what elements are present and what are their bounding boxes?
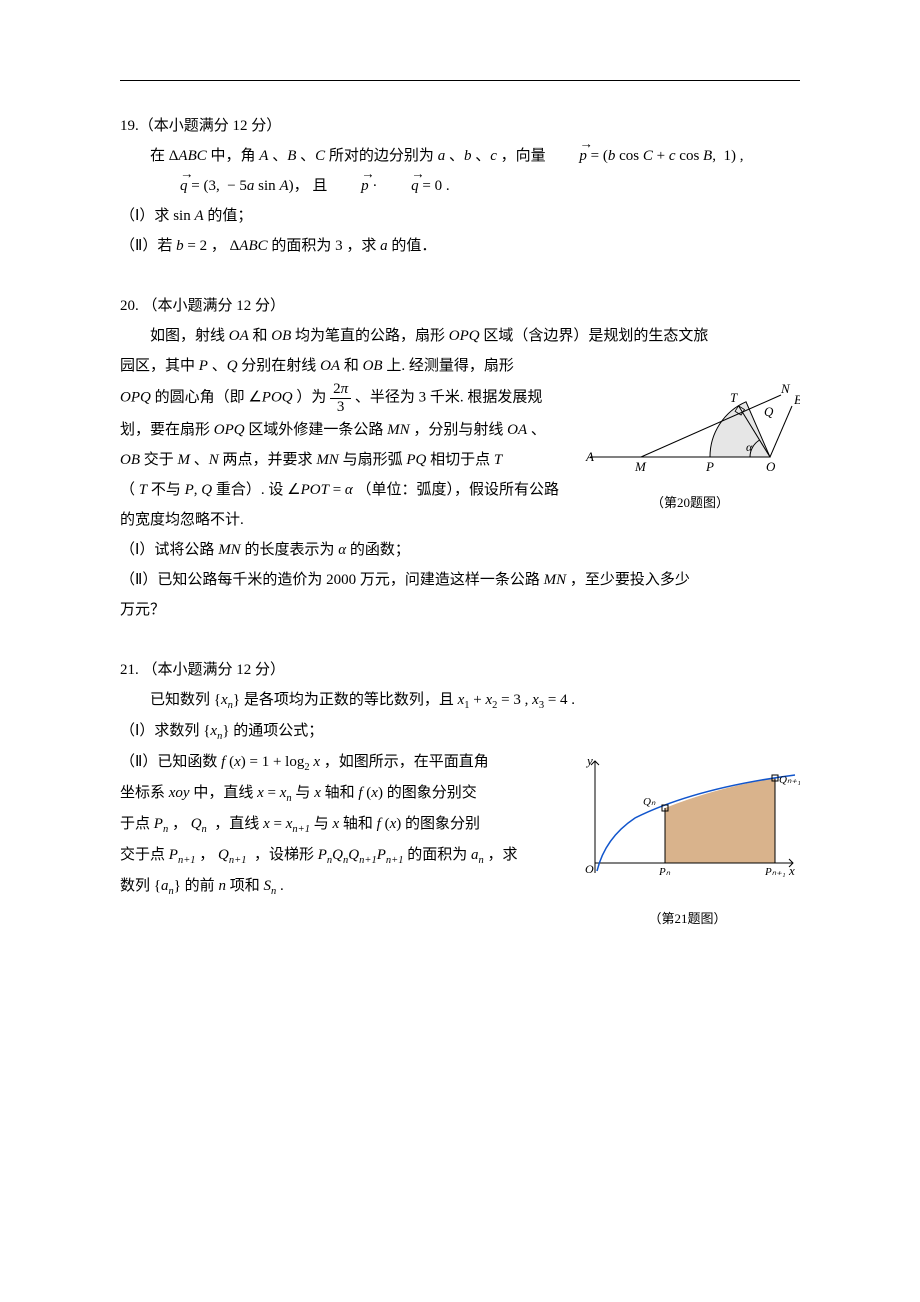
q20-part1: （Ⅰ）试将公路 MN 的长度表示为 α 的函数；	[120, 535, 800, 565]
fig20-T: T	[730, 390, 738, 405]
fig21-Qn1: Qₙ₊₁	[779, 774, 800, 786]
top-rule	[120, 80, 800, 81]
q20-header: 20. （本小题满分 12 分）	[120, 291, 800, 321]
figure-20: A B M N O P Q T α （第20题图）	[580, 357, 800, 516]
fig20-Q: Q	[764, 404, 774, 419]
figure-20-caption: （第20题图）	[580, 490, 800, 516]
fig20-A: A	[585, 449, 594, 464]
problem-20: 20. （本小题满分 12 分） 如图，射线 OA 和 OB 均为笔直的公路，扇…	[120, 291, 800, 625]
fig20-alpha: α	[746, 440, 753, 454]
fig21-Pn: Pₙ	[658, 866, 671, 878]
q19-part2-suf: ，求 a 的值．	[346, 238, 436, 254]
fig20-P: P	[705, 459, 714, 474]
fig21-Qn: Qₙ	[643, 796, 656, 808]
fig21-O: O	[585, 862, 594, 876]
figure-21-svg: O y x Pₙ Pₙ₊₁ Qₙ Qₙ₊₁	[575, 753, 800, 893]
q19-part1: （Ⅰ）求 sin A 的值；	[120, 201, 800, 231]
q21-stem-1: 已知数列 {xn} 是各项均为正数的等比数列，且 x1 + x2 = 3 , x…	[120, 685, 800, 716]
fig21-y: y	[585, 753, 593, 768]
q21-header: 21. （本小题满分 12 分）	[120, 655, 800, 685]
fig20-M: M	[634, 459, 647, 474]
figure-21: O y x Pₙ Pₙ₊₁ Qₙ Qₙ₊₁ （第21题图）	[575, 753, 800, 932]
fig20-B: B	[794, 392, 800, 407]
q19-part2-mid: ，	[211, 238, 226, 254]
q20-part2a: （Ⅱ）已知公路每千米的造价为 2000 万元，问建造这样一条公路 MN ，至少要…	[120, 565, 800, 595]
q19-stem-2: q = (3, − 5a sin A)， 且 p · q = 0 .	[120, 171, 800, 201]
figure-21-caption: （第21题图）	[575, 906, 800, 932]
problem-21: 21. （本小题满分 12 分） 已知数列 {xn} 是各项均为正数的等比数列，…	[120, 655, 800, 936]
q19-part2-mid2: 的面积为	[271, 238, 331, 254]
q19-header: 19.（本小题满分 12 分）	[120, 111, 800, 141]
q19-part2-prefix: （Ⅱ）若	[120, 238, 172, 254]
fig21-x: x	[788, 863, 795, 878]
figure-20-svg: A B M N O P Q T α	[580, 357, 800, 477]
fig20-O: O	[766, 459, 776, 474]
q21-part1: （Ⅰ）求数列 {xn} 的通项公式；	[120, 716, 800, 747]
q19-stem-1: 在 ΔABC 中，角 A 、B 、C 所对的边分别为 a 、b 、c ，向量 p…	[120, 141, 800, 171]
page-root: 19.（本小题满分 12 分） 在 ΔABC 中，角 A 、B 、C 所对的边分…	[0, 0, 920, 1302]
q20-part2b: 万元？	[120, 595, 800, 625]
fig20-N: N	[780, 381, 791, 396]
q20-stem-1: 如图，射线 OA 和 OB 均为笔直的公路，扇形 OPQ 区域（含边界）是规划的…	[120, 321, 800, 351]
problem-19: 19.（本小题满分 12 分） 在 ΔABC 中，角 A 、B 、C 所对的边分…	[120, 111, 800, 261]
q19-part2: （Ⅱ）若 b = 2 ， ΔABC 的面积为 3 ，求 a 的值．	[120, 231, 800, 261]
fig21-Pn1: Pₙ₊₁	[764, 866, 786, 878]
